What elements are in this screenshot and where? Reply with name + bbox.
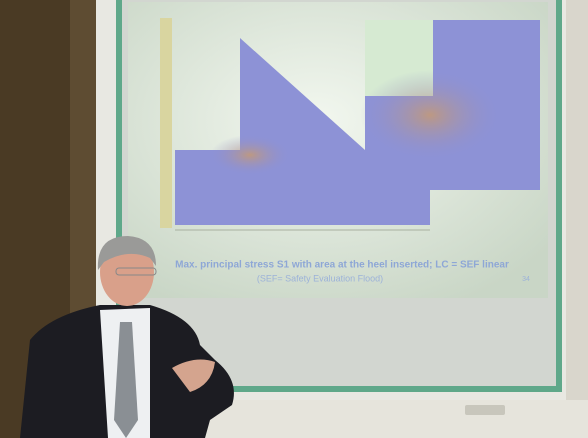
page-number: 34 [522, 276, 530, 283]
photo: Max. principal stress S1 with area at th… [0, 0, 588, 438]
slide-caption: Max. principal stress S1 with area at th… [175, 260, 509, 271]
screen-handle [465, 405, 505, 415]
stress-zone [210, 135, 290, 175]
stress-zone [360, 70, 500, 160]
slide-subcaption: (SEF= Safety Evaluation Flood) [257, 273, 383, 283]
legend-bar [160, 18, 172, 228]
